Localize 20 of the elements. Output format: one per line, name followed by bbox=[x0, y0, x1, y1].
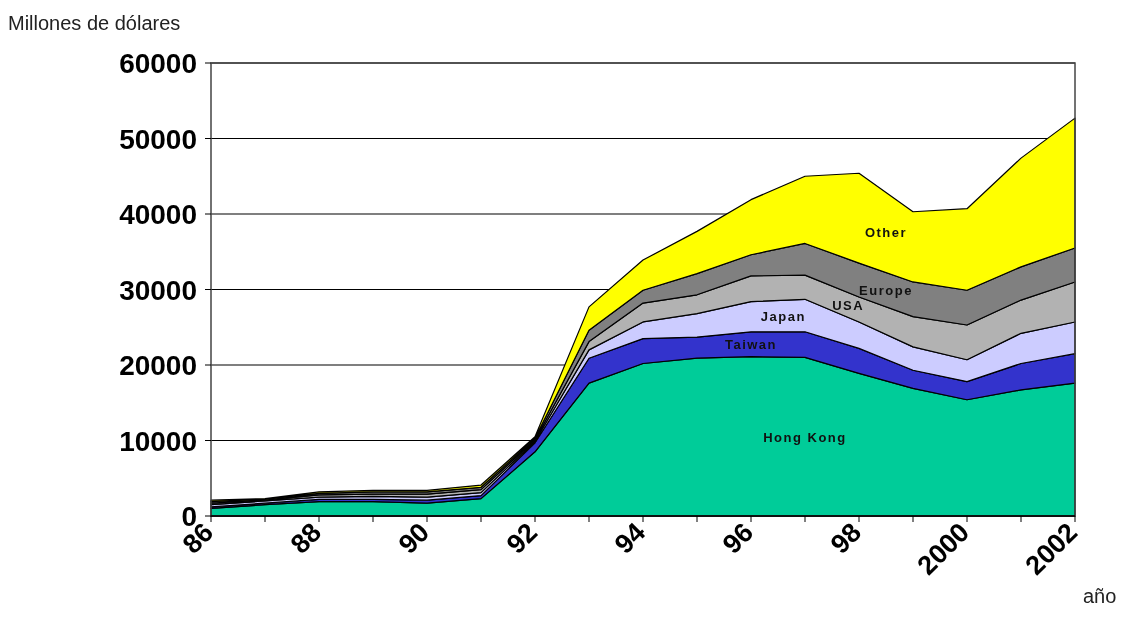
y-tick-label: 50000 bbox=[119, 123, 197, 155]
y-tick-label: 30000 bbox=[119, 274, 197, 306]
series-label: Europe bbox=[859, 282, 913, 298]
x-tick-label: 88 bbox=[284, 517, 328, 560]
y-tick-label: 40000 bbox=[119, 199, 197, 230]
x-tick-label: 90 bbox=[392, 517, 436, 560]
y-tick-label: 20000 bbox=[119, 350, 197, 381]
y-axis-title: Millones de dólares bbox=[8, 12, 181, 34]
series-label: Japan bbox=[760, 309, 806, 324]
series-label: Hong Kong bbox=[763, 429, 847, 445]
y-tick-label: 10000 bbox=[119, 425, 197, 457]
x-tick-label: 98 bbox=[824, 517, 868, 560]
x-tick-label: 94 bbox=[608, 517, 652, 560]
x-axis-title: año bbox=[1083, 585, 1117, 607]
series-label: Other bbox=[864, 225, 908, 241]
y-tick-label: 60000 bbox=[119, 48, 197, 79]
x-tick-label: 92 bbox=[500, 517, 544, 560]
series-label: Taiwan bbox=[724, 337, 778, 353]
series-label: USA bbox=[832, 298, 865, 314]
x-tick-label: 96 bbox=[716, 517, 760, 560]
